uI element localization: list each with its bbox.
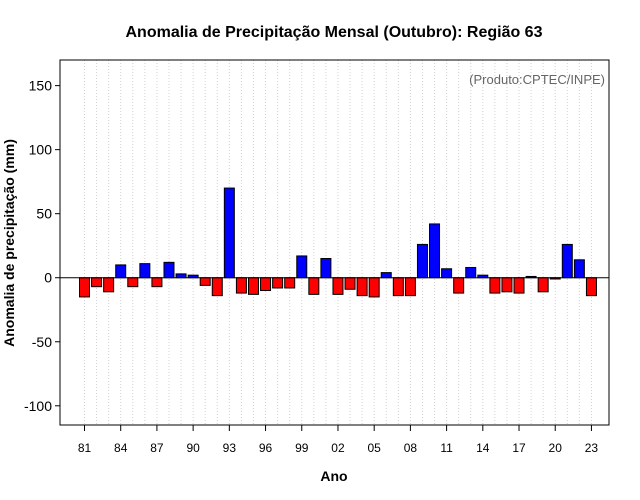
y-tick-label: 0 <box>44 270 52 286</box>
y-tick-label: -100 <box>24 398 52 414</box>
bar-1987 <box>151 277 163 288</box>
x-tick-label: 14 <box>476 441 490 455</box>
x-tick-label: 96 <box>259 441 273 455</box>
bar-1997 <box>272 277 284 289</box>
bar-2001 <box>320 258 332 279</box>
x-tick-label: 05 <box>368 441 382 455</box>
y-axis: -100 -50 0 50 100 150 <box>24 78 60 414</box>
x-tick-label: 20 <box>549 441 563 455</box>
bar-1992 <box>211 277 223 297</box>
x-tick-label: 08 <box>404 441 418 455</box>
bar-2019 <box>537 277 549 293</box>
plot-frame <box>59 59 610 426</box>
y-tick-label: -50 <box>32 334 52 350</box>
bar-1991 <box>199 277 211 286</box>
x-axis: 81 84 87 90 93 96 99 02 05 08 11 14 17 20 23 <box>78 425 599 455</box>
y-tick-label: 50 <box>36 206 52 222</box>
x-tick-label: 11 <box>440 441 453 455</box>
bar-1994 <box>235 277 247 294</box>
bars <box>79 187 597 298</box>
bar-1996 <box>260 277 272 292</box>
bar-1999 <box>296 255 308 279</box>
bar-2015 <box>489 277 501 294</box>
y-tick-label: 100 <box>29 142 53 158</box>
x-axis-label: Ano <box>320 468 347 484</box>
x-tick-label: 87 <box>150 441 164 455</box>
y-tick-label: 150 <box>29 78 53 94</box>
bar-2010 <box>429 223 441 279</box>
bar-2003 <box>344 277 356 290</box>
bar-2013 <box>465 266 477 279</box>
bar-2002 <box>332 277 344 295</box>
grid-lines <box>84 60 592 425</box>
y-axis-label: Anomalia de precipitação (mm) <box>1 139 17 347</box>
bar-1983 <box>103 277 115 293</box>
bar-1985 <box>127 277 139 288</box>
bar-1981 <box>79 277 90 298</box>
bar-1986 <box>139 263 151 279</box>
bar-2017 <box>513 277 525 294</box>
bar-1982 <box>91 277 103 288</box>
credit-text: (Produto:CPTEC/INPE) <box>469 72 605 87</box>
bar-1989 <box>175 273 187 279</box>
bar-2021 <box>561 243 573 279</box>
x-tick-label: 23 <box>585 441 599 455</box>
bar-1998 <box>284 277 296 289</box>
x-tick-label: 17 <box>512 441 526 455</box>
x-tick-label: 81 <box>78 441 92 455</box>
bar-2012 <box>453 277 465 294</box>
bar-2000 <box>308 277 320 295</box>
bar-2011 <box>441 268 453 279</box>
bar-2008 <box>404 277 416 297</box>
x-tick-label: 99 <box>295 441 309 455</box>
bar-1988 <box>163 261 175 279</box>
x-tick-label: 02 <box>331 441 345 455</box>
bar-2007 <box>392 277 404 297</box>
bar-2004 <box>356 277 368 297</box>
bar-2005 <box>368 277 380 298</box>
bar-1984 <box>115 264 127 279</box>
bar-2022 <box>573 259 585 279</box>
x-tick-label: 93 <box>223 441 237 455</box>
x-tick-label: 84 <box>114 441 128 455</box>
bar-2006 <box>380 272 392 279</box>
bar-1995 <box>247 277 259 295</box>
chart-title: Anomalia de Precipitação Mensal (Outubro… <box>126 24 543 41</box>
bar-1993 <box>223 187 235 279</box>
bar-2009 <box>416 243 428 279</box>
bar-2023 <box>585 277 597 297</box>
x-tick-label: 90 <box>186 441 200 455</box>
bar-2016 <box>501 277 513 293</box>
